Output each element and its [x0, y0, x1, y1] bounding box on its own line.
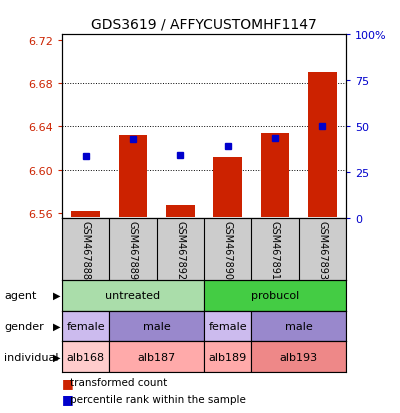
Text: transformed count: transformed count: [70, 377, 167, 387]
Text: GSM467888: GSM467888: [81, 220, 91, 279]
Bar: [166, 206, 194, 218]
Text: percentile rank within the sample: percentile rank within the sample: [70, 394, 246, 404]
Text: ■: ■: [62, 392, 74, 405]
Text: alb168: alb168: [67, 352, 105, 362]
Text: female: female: [66, 321, 105, 331]
Text: alb187: alb187: [138, 352, 176, 362]
Bar: [119, 135, 147, 218]
Bar: [251, 342, 346, 372]
Bar: [62, 311, 109, 342]
Text: gender: gender: [4, 321, 44, 331]
Text: untreated: untreated: [106, 290, 160, 301]
Text: alb193: alb193: [280, 352, 318, 362]
Text: GSM467891: GSM467891: [270, 220, 280, 279]
Text: alb189: alb189: [208, 352, 247, 362]
Bar: [204, 311, 251, 342]
Bar: [204, 280, 346, 311]
Bar: [261, 133, 289, 218]
Text: probucol: probucol: [251, 290, 299, 301]
Bar: [72, 211, 100, 218]
Text: agent: agent: [4, 290, 36, 301]
Bar: [62, 342, 109, 372]
Bar: [62, 280, 204, 311]
Bar: [109, 311, 204, 342]
Text: ■: ■: [62, 376, 74, 389]
Text: male: male: [143, 321, 170, 331]
Text: GSM467893: GSM467893: [317, 220, 327, 279]
Text: individual: individual: [4, 352, 58, 362]
Text: ▶: ▶: [53, 290, 60, 301]
Bar: [214, 157, 242, 218]
Text: male: male: [285, 321, 312, 331]
Bar: [251, 311, 346, 342]
Text: GSM467892: GSM467892: [175, 220, 185, 279]
Title: GDS3619 / AFFYCUSTOMHF1147: GDS3619 / AFFYCUSTOMHF1147: [91, 17, 317, 31]
Text: female: female: [208, 321, 247, 331]
Text: ▶: ▶: [53, 321, 60, 331]
Bar: [204, 342, 251, 372]
Bar: [308, 73, 336, 218]
Text: ▶: ▶: [53, 352, 60, 362]
Text: GSM467890: GSM467890: [223, 220, 233, 279]
Bar: [109, 342, 204, 372]
Text: GSM467889: GSM467889: [128, 220, 138, 279]
